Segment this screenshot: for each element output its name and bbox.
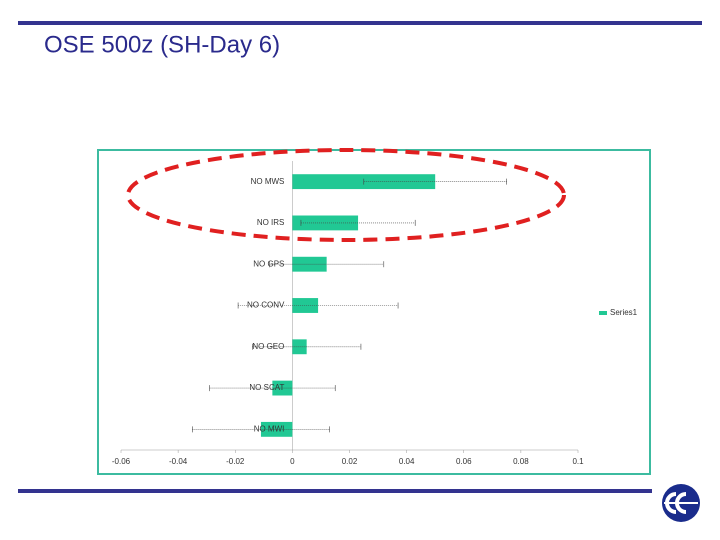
- y-tick-label: NO GEO: [252, 342, 284, 351]
- x-tick-label: 0.02: [342, 457, 358, 466]
- y-tick-label: NO CONV: [247, 301, 285, 310]
- bar: [292, 339, 307, 355]
- x-tick-label: 0.08: [513, 457, 529, 466]
- y-tick-label: NO IRS: [257, 218, 285, 227]
- plot: -0.06 -0.04 -0.02 0 0.02 0.04 0.06 0.08 0.1 NO MW…: [112, 161, 638, 466]
- legend-label: Series1: [610, 308, 638, 317]
- x-tick-label: -0.04: [169, 457, 188, 466]
- y-tick-label: NO GPS: [253, 259, 284, 268]
- plot-frame: [97, 149, 651, 475]
- y-tick-label: NO SCAT: [249, 383, 284, 392]
- x-tick-label: 0.06: [456, 457, 472, 466]
- highlight-ellipse: [126, 148, 566, 242]
- bar: [292, 298, 319, 313]
- legend-swatch: [599, 311, 607, 315]
- x-tick-label: 0: [290, 457, 295, 466]
- x-tick-label: 0.1: [572, 457, 584, 466]
- x-tick-label: -0.06: [112, 457, 131, 466]
- y-tick-label: NO MWS: [251, 177, 285, 186]
- bar: [292, 256, 327, 272]
- logo: [662, 484, 700, 522]
- y-tick-label: NO MWI: [254, 424, 285, 433]
- slide-title: OSE 500z (SH-Day 6): [44, 31, 280, 58]
- x-tick-label: -0.02: [226, 457, 245, 466]
- x-tick-label: 0.04: [399, 457, 415, 466]
